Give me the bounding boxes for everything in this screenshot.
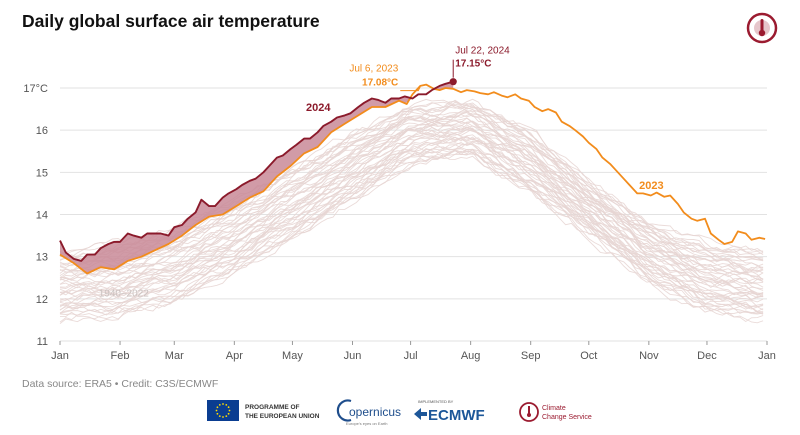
eu-star-icon bbox=[218, 415, 221, 417]
historical-line bbox=[59, 121, 764, 281]
historical-line bbox=[59, 124, 764, 284]
ecmwf-word: ECMWF bbox=[428, 407, 485, 424]
c3s-footer-icon bbox=[519, 402, 539, 422]
copernicus-c-icon bbox=[336, 399, 352, 422]
historical-line bbox=[59, 150, 764, 322]
series-label-2023: 2023 bbox=[639, 180, 663, 192]
historical-line bbox=[59, 120, 764, 280]
y-tick-label: 12 bbox=[36, 294, 48, 306]
x-tick-label: Apr bbox=[226, 350, 243, 362]
series-label-2024: 2024 bbox=[306, 102, 331, 114]
eu-star-icon bbox=[228, 409, 231, 412]
y-tick-label: 13 bbox=[36, 252, 48, 264]
historical-line bbox=[59, 121, 764, 285]
ecmwf-logo[interactable]: IMPLEMENTED BY ECMWF bbox=[414, 399, 485, 424]
x-tick-label: Dec bbox=[697, 350, 717, 362]
historical-line bbox=[59, 136, 764, 303]
historical-line bbox=[59, 149, 764, 316]
historical-line bbox=[59, 148, 764, 316]
annotations: Jul 6, 2023 17.08°C Jul 22, 2024 17.15°C bbox=[349, 46, 510, 92]
historical-label: 1940–2022 bbox=[99, 289, 149, 300]
x-tick-label: Oct bbox=[580, 350, 597, 362]
eu-star-icon bbox=[227, 412, 230, 415]
y-tick-label: 17°C bbox=[23, 83, 48, 95]
x-tick-label: Jan bbox=[51, 350, 69, 362]
copernicus-word: opernicus bbox=[349, 405, 401, 419]
historical-line bbox=[59, 128, 764, 288]
y-tick-label: 14 bbox=[36, 210, 48, 222]
anomaly-fill-2024 bbox=[60, 81, 454, 274]
ecmwf-arrow-icon bbox=[414, 408, 427, 420]
historical-line bbox=[59, 111, 764, 264]
eu-star-icon bbox=[218, 404, 221, 406]
eu-star-icon bbox=[222, 416, 224, 418]
annotation-leader-2023 bbox=[400, 86, 421, 92]
historical-line bbox=[59, 112, 764, 272]
y-tick-label: 16 bbox=[36, 125, 48, 137]
c3s-logo-icon bbox=[746, 12, 778, 44]
eu-text-line1: PROGRAMME OF bbox=[245, 404, 300, 411]
annotation-date-2024: Jul 22, 2024 bbox=[455, 46, 510, 57]
c3s-text-line2: Change Service bbox=[542, 414, 592, 421]
ecmwf-implemented-by: IMPLEMENTED BY bbox=[418, 399, 454, 404]
x-tick-label: Jan bbox=[758, 350, 776, 362]
historical-line bbox=[59, 107, 764, 266]
historical-lines-1940-2022 bbox=[59, 98, 764, 325]
annotation-value-2024: 17.15°C bbox=[455, 59, 491, 70]
footer-logos: PROGRAMME OF THE EUROPEAN UNION opernicu… bbox=[207, 399, 592, 427]
copernicus-logo[interactable]: opernicus Europe's eyes on Earth bbox=[336, 399, 401, 427]
series-line-2023 bbox=[59, 83, 766, 275]
historical-line bbox=[59, 155, 764, 324]
chart-title: Daily global surface air temperature bbox=[22, 11, 320, 31]
data-source-credit: Data source: ERA5 • Credit: C3S/ECMWF bbox=[22, 378, 219, 390]
series-lines: 2023 2024 bbox=[59, 80, 766, 275]
c3s-footer-logo[interactable]: Climate Change Service bbox=[519, 402, 592, 422]
x-tick-label: Jul bbox=[404, 350, 418, 362]
historical-line bbox=[59, 143, 764, 313]
eu-star-icon bbox=[225, 415, 228, 417]
y-tick-label: 11 bbox=[37, 336, 48, 348]
eu-star-icon bbox=[215, 409, 218, 412]
y-tick-label: 15 bbox=[36, 167, 48, 179]
x-tick-label: Nov bbox=[639, 350, 659, 362]
historical-line bbox=[59, 109, 764, 272]
x-tick-label: Feb bbox=[111, 350, 130, 362]
c3s-text-line1: Climate bbox=[542, 405, 566, 412]
historical-line bbox=[59, 148, 764, 314]
annotation-value-2023: 17.08°C bbox=[362, 78, 398, 89]
eu-star-icon bbox=[227, 406, 230, 409]
x-tick-label: Aug bbox=[461, 350, 481, 362]
anomaly-area-2024 bbox=[60, 81, 454, 274]
eu-star-icon bbox=[225, 404, 228, 406]
eu-star-icon bbox=[222, 403, 224, 405]
historical-line bbox=[59, 134, 764, 305]
copernicus-tagline: Europe's eyes on Earth bbox=[346, 421, 387, 426]
x-tick-label: Jun bbox=[344, 350, 362, 362]
axis-labels: 11 12 13 14 15 16 17°C Jan Feb Mar Apr May Jun Jul Aug… bbox=[23, 83, 775, 362]
eu-star-icon bbox=[216, 412, 219, 415]
x-tick-label: Sep bbox=[521, 350, 541, 362]
eu-star-icon bbox=[216, 406, 219, 409]
record-marker-2024 bbox=[449, 78, 457, 86]
annotation-date-2023: Jul 6, 2023 bbox=[349, 64, 398, 75]
temperature-chart: 2023 2024 11 12 13 14 15 16 17°C Jan Feb Mar Apr May… bbox=[23, 46, 775, 362]
historical-line bbox=[59, 142, 764, 308]
eu-text-line2: THE EUROPEAN UNION bbox=[245, 413, 320, 420]
historical-line bbox=[59, 142, 764, 311]
historical-line bbox=[59, 131, 764, 296]
eu-flag-icon bbox=[207, 400, 239, 421]
x-tick-label: May bbox=[282, 350, 303, 362]
series-line-2024 bbox=[59, 80, 454, 262]
x-tick-label: Mar bbox=[165, 350, 184, 362]
